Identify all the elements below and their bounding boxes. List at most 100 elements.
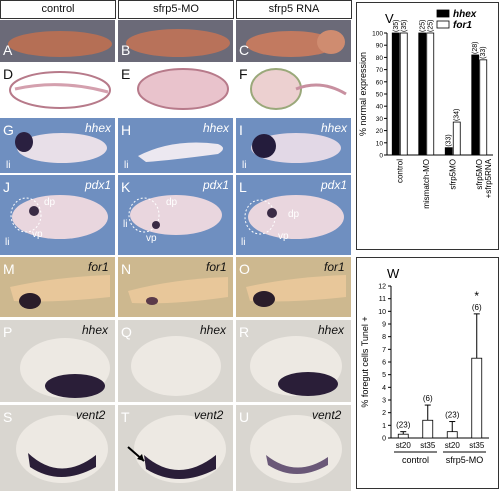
bar-hhex <box>418 32 427 156</box>
bar-n-label: (23) <box>445 411 460 420</box>
bar <box>446 431 458 439</box>
bar-n-label: (35) <box>401 20 408 32</box>
y-tick-label: 100 <box>372 31 383 38</box>
y-tick-label: 0 <box>382 436 386 443</box>
gene-label: hhex <box>200 323 227 337</box>
col-header-sfrp5-mo: sfrp5-MO <box>118 0 234 19</box>
bar <box>471 357 483 439</box>
gene-label: hhex <box>85 121 112 135</box>
y-tick-label: 80 <box>376 55 384 62</box>
bar-for1 <box>426 32 435 156</box>
gene-label: for1 <box>324 260 345 274</box>
panel-r: R hhex <box>236 320 351 402</box>
panel-b: B <box>118 20 233 62</box>
bar-n-label: (25) <box>419 20 426 32</box>
bar-for1 <box>452 121 461 156</box>
bar-n-label: (25) <box>427 20 434 32</box>
bar-hhex <box>391 32 400 156</box>
panel-c: C <box>236 20 351 62</box>
dp-label: dp <box>166 197 178 208</box>
y-tick-label: 10 <box>376 140 384 147</box>
panel-letter: M <box>3 261 15 277</box>
bar-hhex <box>444 147 453 156</box>
panel-letter: F <box>239 66 248 82</box>
panel-letter: I <box>239 122 243 138</box>
y-tick-label: 11 <box>379 296 386 303</box>
panel-h: H hhex li <box>118 118 233 173</box>
gene-label: pdx1 <box>203 178 230 192</box>
panel-letter: P <box>3 324 13 340</box>
legend-swatch-for1 <box>436 20 450 29</box>
panel-o: O for1 <box>236 257 351 317</box>
col-header-sfrp5-rna: sfrp5 RNA <box>236 0 352 19</box>
li-label: li <box>241 237 246 248</box>
gene-label: for1 <box>206 260 227 274</box>
panel-letter: D <box>3 66 14 82</box>
bar-n-label: (33) <box>446 134 453 146</box>
y-axis-label: % normal expression <box>358 52 368 136</box>
panel-u: U vent2 <box>236 405 351 491</box>
bar-n-label: (6) <box>472 303 482 312</box>
bar-n-label: (6) <box>423 394 433 403</box>
y-tick-label: 9 <box>382 322 386 329</box>
gene-label: vent2 <box>194 408 224 422</box>
y-tick-label: 20 <box>376 128 384 135</box>
group-label: control <box>402 455 429 465</box>
panel-letter: O <box>239 261 250 277</box>
panel-letter: W <box>387 266 400 281</box>
vp-label: vp <box>146 233 157 244</box>
gene-label: pdx1 <box>85 178 112 192</box>
bar-n-label: (23) <box>396 421 411 430</box>
gene-label: for1 <box>88 260 109 274</box>
panel-t: T vent2 <box>118 405 233 491</box>
panel-letter: U <box>239 409 250 425</box>
y-tick-label: 4 <box>382 385 386 392</box>
panel-letter: C <box>239 42 250 58</box>
panel-q: Q hhex <box>118 320 233 402</box>
chart-w-box: 0 1 2 3 4 5 6 7 8 9 10 11 12% foregut cells Tunel +(… <box>356 257 499 489</box>
y-tick-label: 3 <box>382 398 386 405</box>
panel-s: S vent2 <box>0 405 115 491</box>
panel-i: I hhex li <box>236 118 351 173</box>
category-label: sfrp5MO <box>448 159 457 190</box>
gene-label: pdx1 <box>321 178 348 192</box>
panel-letter: V <box>385 11 394 26</box>
legend-label-hhex: hhex <box>453 9 477 20</box>
bar-n-label: (28) <box>472 42 479 54</box>
li-label: li <box>6 160 11 171</box>
bar <box>397 433 409 439</box>
panel-letter: G <box>3 122 14 138</box>
y-tick-label: 1 <box>382 423 386 430</box>
gene-label: hhex <box>321 121 348 135</box>
significance-star: * <box>474 289 479 303</box>
gene-label: hhex <box>82 323 109 337</box>
group-label: sfrp5-MO <box>446 455 484 465</box>
category-label: mismatch-MO <box>422 159 431 209</box>
category-label: st35 <box>469 441 485 450</box>
y-tick-label: 50 <box>376 92 384 99</box>
chart-v: 0 10 20 30 40 50 60 70 80 90 100 % normal expressio… <box>358 9 493 209</box>
panel-letter: B <box>121 42 131 58</box>
panel-f: F <box>236 64 351 114</box>
panel-j: J pdx1 dp vp li <box>0 175 115 255</box>
panel-m: M for1 <box>0 257 115 317</box>
panel-letter: L <box>239 179 247 195</box>
y-tick-label: 2 <box>382 410 386 417</box>
panel-letter: J <box>3 179 10 195</box>
gene-label: hhex <box>318 323 345 337</box>
li-label: li <box>124 160 129 171</box>
panel-k: K pdx1 dp vp li <box>118 175 233 255</box>
panel-letter: K <box>121 179 131 195</box>
y-tick-label: 7 <box>382 347 386 354</box>
legend-label-for1: for1 <box>453 20 472 31</box>
panel-letter: H <box>121 122 132 138</box>
bar-n-label: (34) <box>454 109 461 121</box>
vp-label: vp <box>32 229 43 240</box>
bar-for1 <box>399 32 408 156</box>
panel-p: P hhex <box>0 320 115 402</box>
y-tick-label: 30 <box>376 116 384 123</box>
bar-n-label: (35) <box>393 20 400 32</box>
panel-g: G hhex li <box>0 118 115 173</box>
gene-label: hhex <box>203 121 230 135</box>
gene-label: vent2 <box>76 408 106 422</box>
